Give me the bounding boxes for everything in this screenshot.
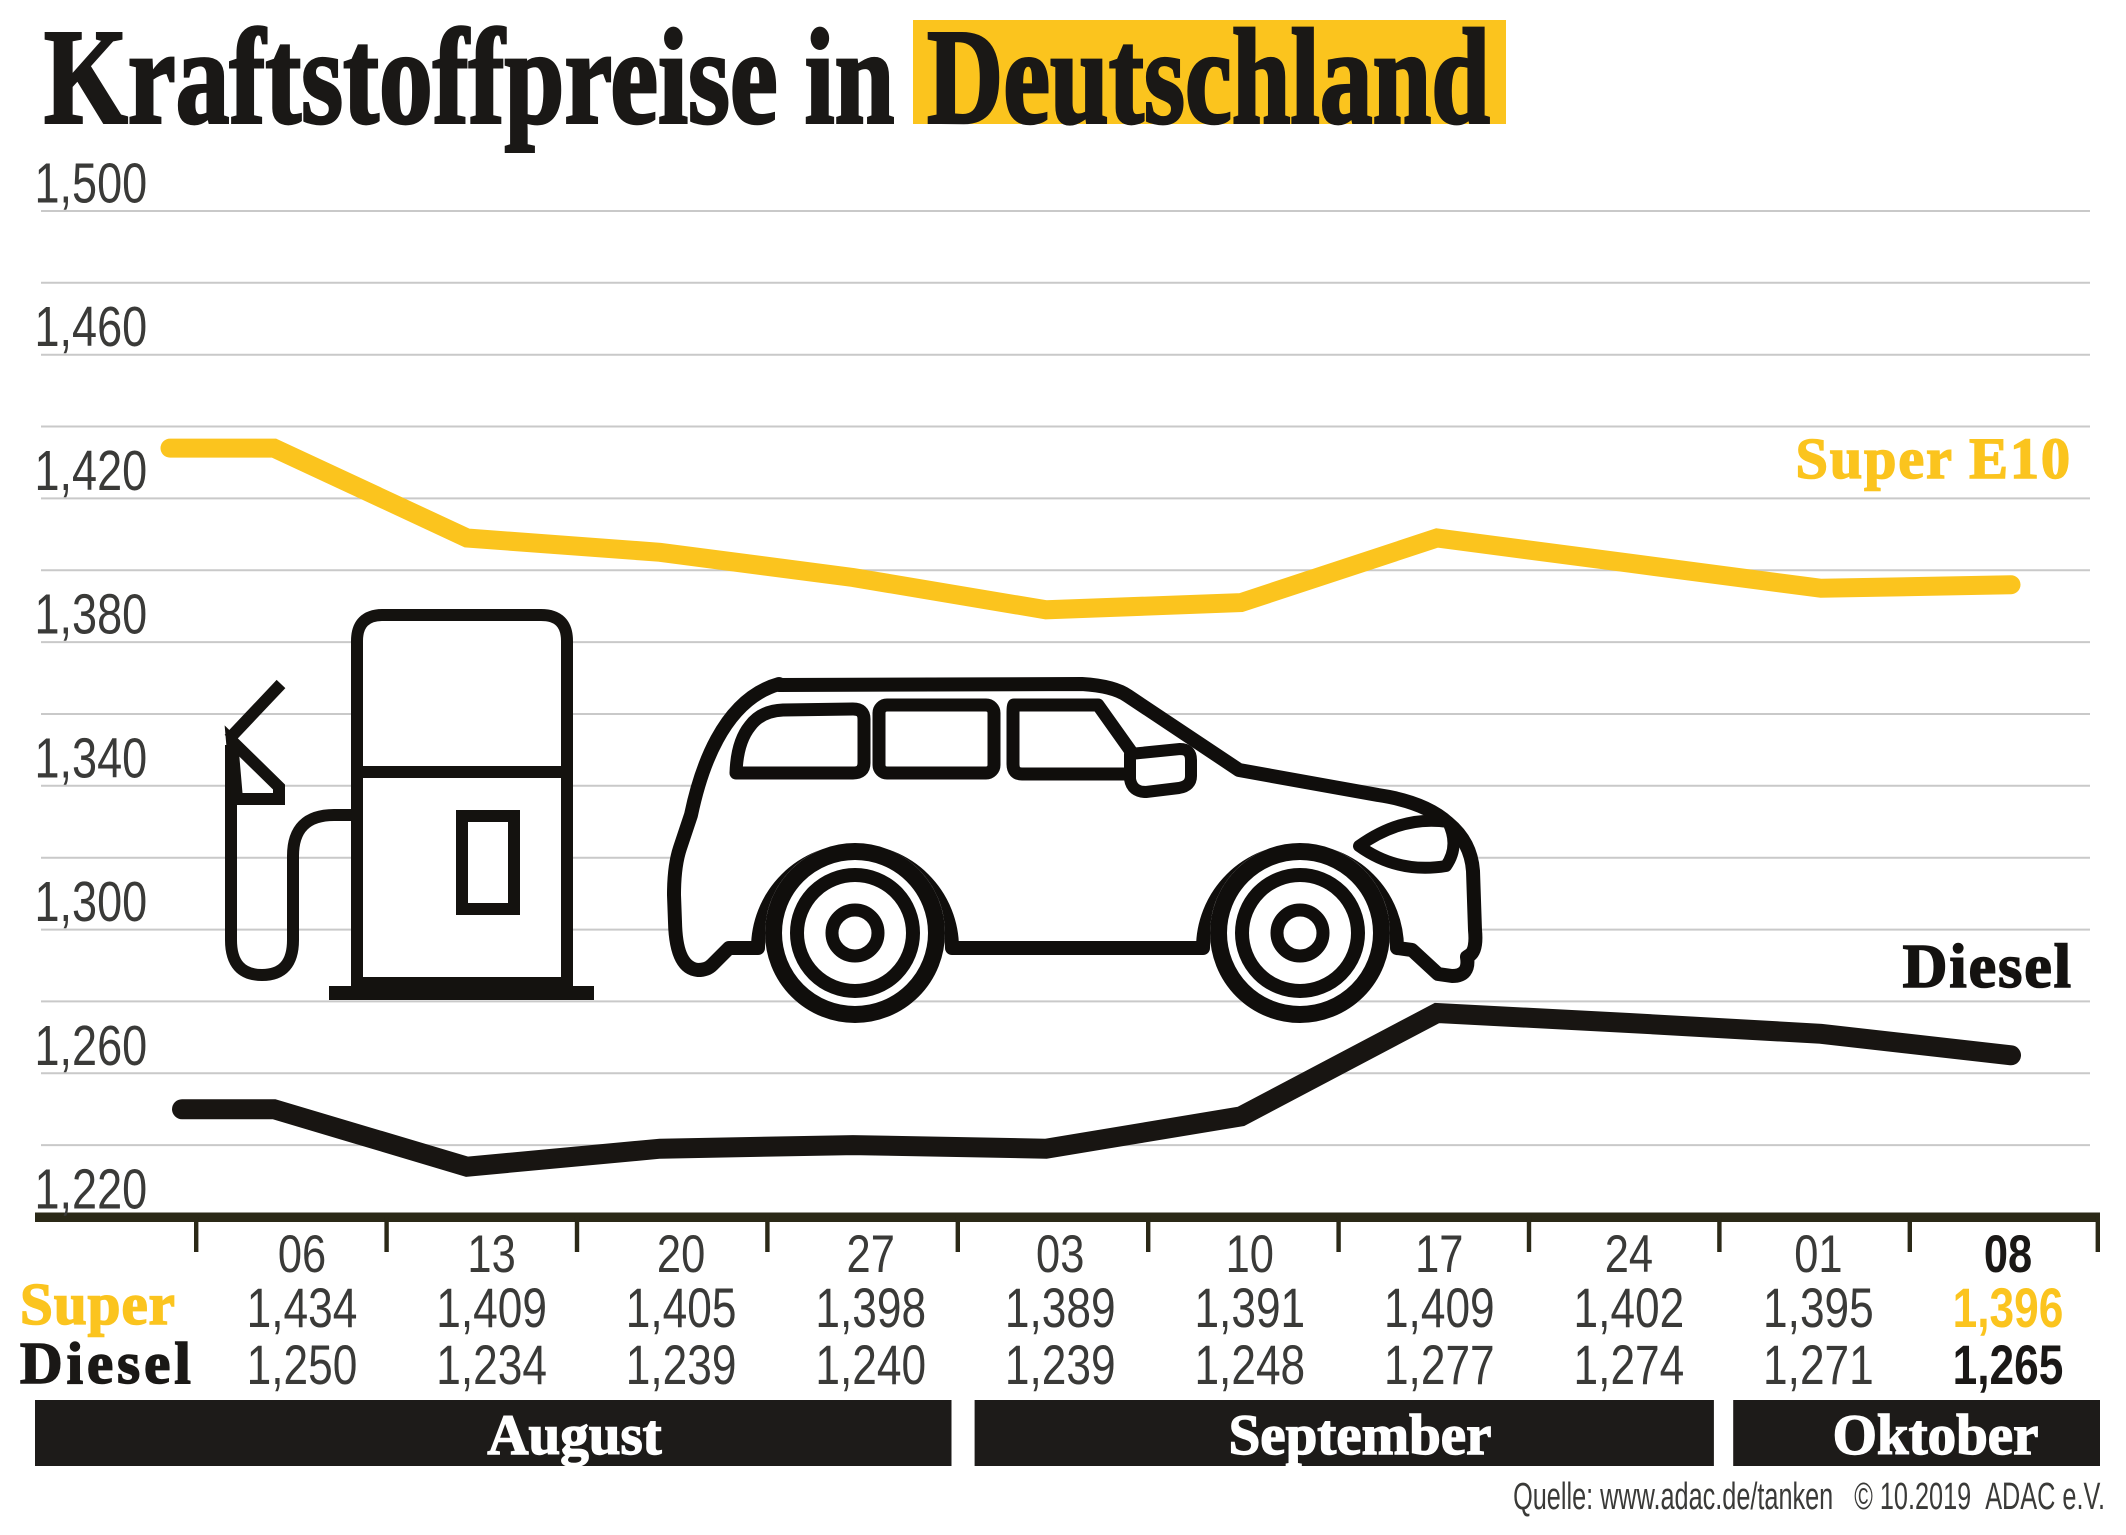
svg-text:1,396: 1,396 — [1953, 1276, 2064, 1339]
svg-text:Diesel: Diesel — [20, 1330, 195, 1396]
svg-text:1,277: 1,277 — [1384, 1333, 1495, 1396]
svg-text:27: 27 — [847, 1225, 895, 1284]
svg-text:1,239: 1,239 — [1005, 1333, 1116, 1396]
svg-text:1,391: 1,391 — [1194, 1276, 1305, 1339]
svg-text:1,260: 1,260 — [35, 1014, 148, 1077]
svg-text:1,405: 1,405 — [626, 1276, 737, 1339]
svg-text:1,234: 1,234 — [436, 1333, 547, 1396]
svg-text:1,395: 1,395 — [1763, 1276, 1874, 1339]
svg-text:01: 01 — [1794, 1225, 1842, 1284]
svg-text:1,248: 1,248 — [1194, 1333, 1305, 1396]
svg-text:1,240: 1,240 — [815, 1333, 926, 1396]
svg-text:03: 03 — [1036, 1225, 1084, 1284]
svg-text:17: 17 — [1415, 1225, 1463, 1284]
svg-text:Super: Super — [20, 1271, 176, 1337]
svg-text:1,380: 1,380 — [35, 583, 148, 646]
svg-text:1,460: 1,460 — [35, 295, 148, 358]
svg-text:1,402: 1,402 — [1574, 1276, 1685, 1339]
svg-text:1,409: 1,409 — [436, 1276, 547, 1339]
svg-text:1,300: 1,300 — [35, 870, 148, 933]
svg-text:20: 20 — [657, 1225, 705, 1284]
svg-text:1,434: 1,434 — [247, 1276, 358, 1339]
svg-text:1,420: 1,420 — [35, 439, 148, 502]
svg-text:September: September — [1229, 1404, 1492, 1467]
svg-text:Kraftstoffpreise in: Kraftstoffpreise in — [44, 2, 894, 153]
svg-text:13: 13 — [467, 1225, 515, 1284]
svg-text:Quelle: www.adac.de/tanken ©: Quelle: www.adac.de/tanken © 10.2019 ADA… — [1513, 1475, 2105, 1517]
svg-text:1,500: 1,500 — [35, 151, 148, 214]
svg-text:1,340: 1,340 — [35, 726, 148, 789]
svg-text:06: 06 — [278, 1225, 326, 1284]
svg-text:1,409: 1,409 — [1384, 1276, 1495, 1339]
svg-text:Deutschland: Deutschland — [927, 3, 1490, 153]
svg-text:1,250: 1,250 — [247, 1333, 358, 1396]
svg-text:08: 08 — [1984, 1225, 2032, 1284]
svg-text:1,389: 1,389 — [1005, 1276, 1116, 1339]
svg-text:Diesel: Diesel — [1903, 933, 2073, 1001]
svg-text:1,265: 1,265 — [1953, 1333, 2064, 1396]
svg-text:August: August — [487, 1404, 661, 1467]
svg-text:10: 10 — [1226, 1225, 1274, 1284]
svg-text:1,398: 1,398 — [815, 1276, 926, 1339]
svg-text:1,271: 1,271 — [1763, 1333, 1874, 1396]
svg-text:Oktober: Oktober — [1833, 1404, 2039, 1467]
svg-text:Super E10: Super E10 — [1796, 426, 2072, 491]
svg-text:24: 24 — [1605, 1225, 1653, 1284]
svg-text:1,239: 1,239 — [626, 1333, 737, 1396]
svg-text:1,274: 1,274 — [1574, 1333, 1685, 1396]
svg-text:1,220: 1,220 — [35, 1157, 148, 1220]
